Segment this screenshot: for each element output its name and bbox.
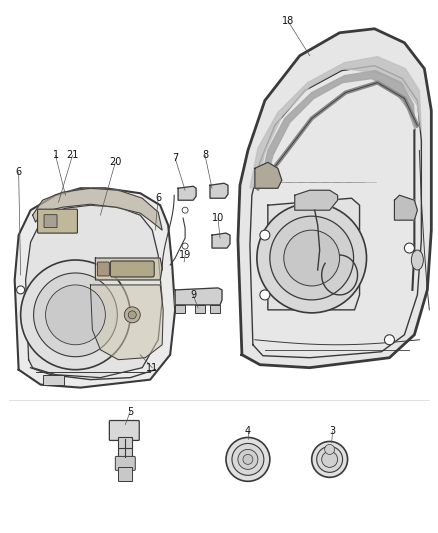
Circle shape (34, 273, 117, 357)
Text: 20: 20 (109, 157, 121, 167)
Text: 6: 6 (155, 193, 161, 203)
Circle shape (257, 203, 367, 313)
Polygon shape (255, 163, 282, 188)
Polygon shape (175, 288, 222, 305)
Polygon shape (238, 29, 431, 368)
Polygon shape (260, 71, 415, 185)
FancyBboxPatch shape (42, 375, 64, 385)
FancyBboxPatch shape (97, 262, 110, 276)
Circle shape (312, 441, 348, 478)
Text: 5: 5 (127, 407, 134, 416)
Polygon shape (14, 188, 175, 387)
Polygon shape (178, 186, 196, 200)
Text: 8: 8 (202, 150, 208, 160)
FancyBboxPatch shape (195, 305, 205, 313)
Circle shape (226, 438, 270, 481)
Polygon shape (210, 183, 228, 198)
Text: 9: 9 (190, 290, 196, 300)
Circle shape (182, 207, 188, 213)
Polygon shape (32, 188, 162, 230)
Polygon shape (395, 195, 417, 220)
Text: 7: 7 (172, 154, 178, 163)
Circle shape (128, 311, 136, 319)
Circle shape (260, 230, 270, 240)
FancyBboxPatch shape (110, 261, 154, 277)
Ellipse shape (411, 250, 424, 270)
Polygon shape (250, 66, 421, 358)
Text: 19: 19 (179, 250, 191, 260)
Polygon shape (268, 198, 360, 310)
Polygon shape (212, 233, 230, 248)
Circle shape (270, 216, 353, 300)
Circle shape (243, 455, 253, 464)
Text: 18: 18 (282, 16, 294, 26)
FancyBboxPatch shape (115, 456, 135, 470)
Circle shape (21, 260, 130, 370)
FancyBboxPatch shape (118, 467, 132, 481)
Text: 11: 11 (146, 362, 159, 373)
Polygon shape (250, 56, 421, 188)
Circle shape (17, 286, 25, 294)
FancyBboxPatch shape (110, 421, 139, 440)
Text: 1: 1 (53, 150, 59, 160)
FancyBboxPatch shape (210, 305, 220, 313)
Circle shape (385, 335, 395, 345)
Circle shape (260, 290, 270, 300)
Circle shape (325, 445, 335, 455)
Circle shape (124, 307, 140, 323)
Text: 10: 10 (212, 213, 224, 223)
Text: 6: 6 (16, 167, 22, 177)
Circle shape (46, 285, 106, 345)
Text: 3: 3 (329, 426, 336, 437)
Text: 21: 21 (66, 150, 79, 160)
Polygon shape (25, 205, 162, 378)
Polygon shape (295, 190, 338, 210)
Circle shape (284, 230, 339, 286)
FancyBboxPatch shape (118, 438, 132, 459)
Polygon shape (90, 285, 163, 360)
Circle shape (232, 443, 264, 475)
FancyBboxPatch shape (175, 305, 185, 313)
Circle shape (317, 447, 343, 472)
FancyBboxPatch shape (38, 209, 78, 233)
FancyBboxPatch shape (44, 215, 57, 228)
Circle shape (321, 451, 338, 467)
Circle shape (404, 243, 414, 253)
Polygon shape (95, 258, 162, 280)
Circle shape (238, 449, 258, 470)
Text: 4: 4 (245, 426, 251, 437)
Circle shape (182, 243, 188, 249)
